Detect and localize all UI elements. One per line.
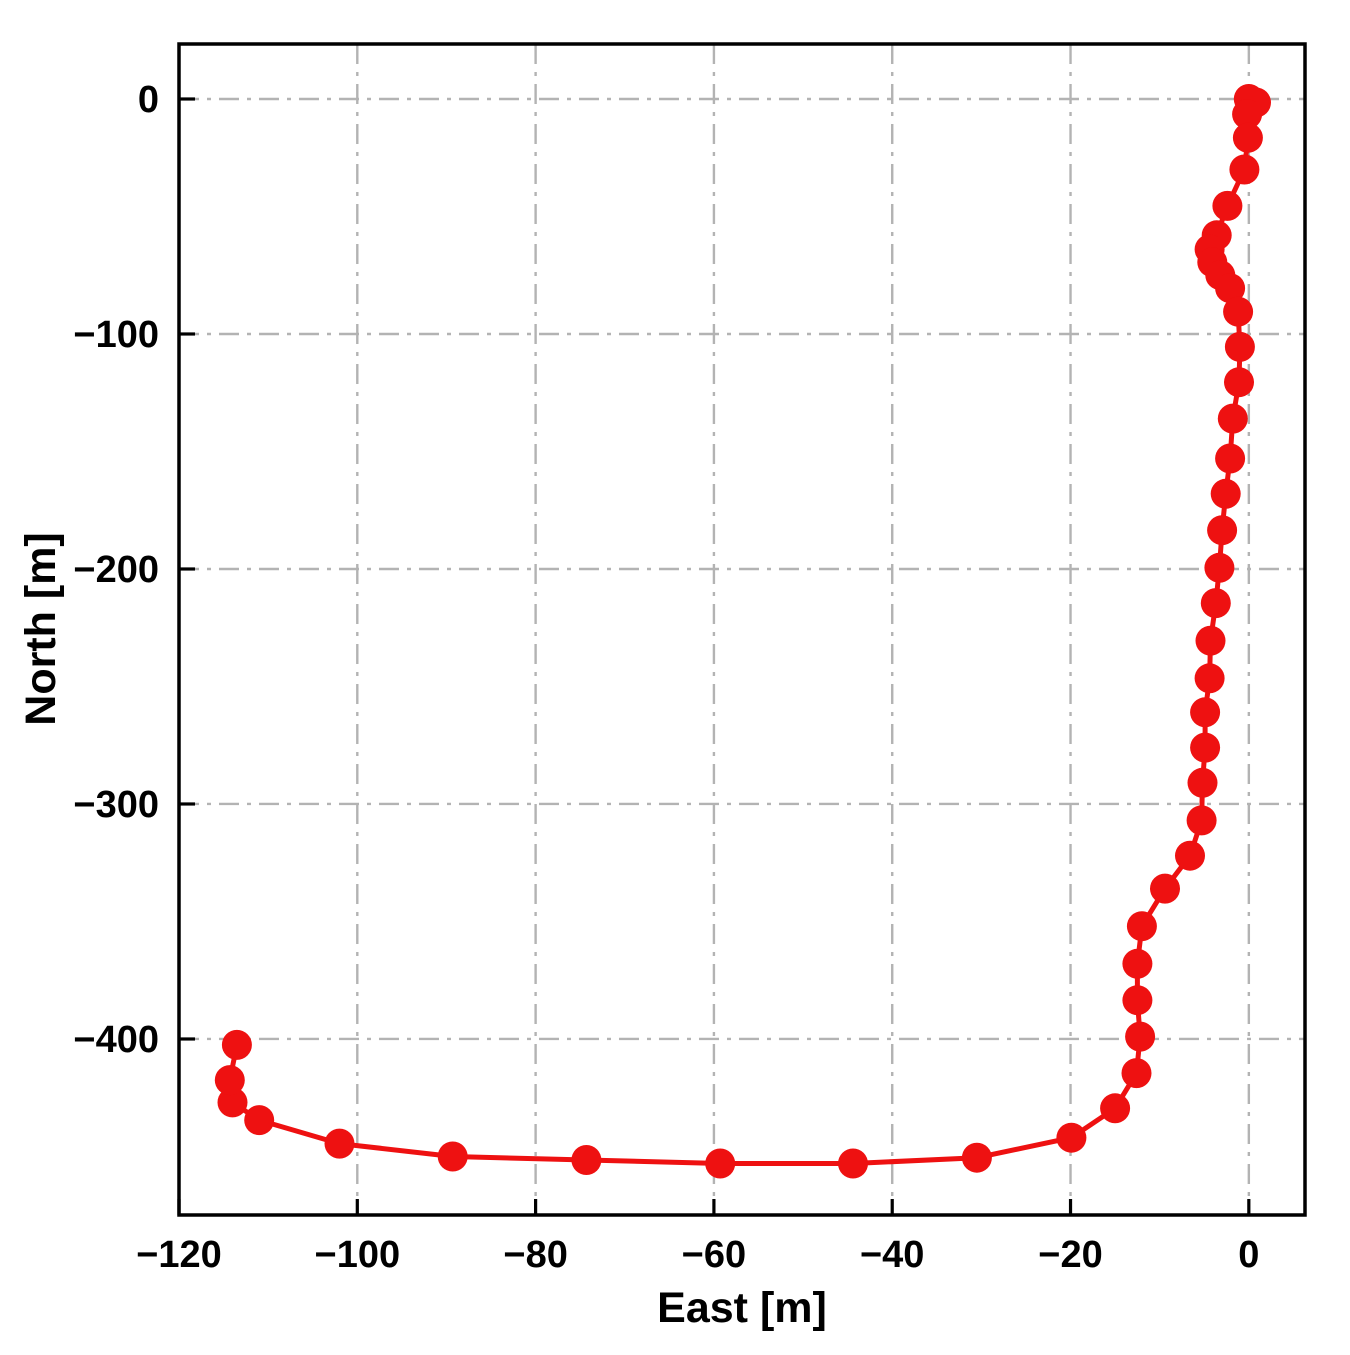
trajectory-point-marker <box>1122 948 1153 979</box>
x-tick-label: −40 <box>860 1234 924 1276</box>
trajectory-point-marker <box>1195 625 1226 656</box>
x-axis-label: East [m] <box>657 1284 827 1332</box>
series-layer <box>214 84 1271 1179</box>
trajectory-point-marker <box>1217 403 1248 434</box>
trajectory-point-marker <box>1232 99 1263 130</box>
trajectory-line <box>227 96 1259 1166</box>
trajectory-point-marker <box>324 1128 355 1159</box>
trajectory-point-marker <box>1186 805 1217 836</box>
trajectory-point-marker <box>1100 1093 1131 1124</box>
trajectory-point-marker <box>1175 840 1205 871</box>
x-tick-label: −80 <box>503 1234 567 1276</box>
trajectory-point-marker <box>1190 697 1221 728</box>
trajectory-point-marker <box>1122 985 1153 1016</box>
tick-labels-layer: −120 −100 −80 −60 −40 −20 00−100−200−300−400 <box>73 79 1259 1276</box>
trajectory-point-marker <box>705 1148 736 1179</box>
trajectory-point-marker <box>1204 552 1235 583</box>
trajectory-point-marker <box>1223 296 1254 327</box>
trajectory-point-marker <box>214 1065 245 1096</box>
axes-frame <box>177 42 1307 1217</box>
trajectory-point-marker <box>1200 588 1231 619</box>
trajectory-point-marker <box>437 1141 468 1172</box>
x-tick-label: −120 <box>136 1234 222 1276</box>
trajectory-point-marker <box>1194 663 1225 694</box>
trajectory-point-marker <box>838 1148 868 1179</box>
y-tick-label: −400 <box>73 1019 159 1061</box>
frame-layer <box>177 42 1307 1217</box>
y-axis-label: North [m] <box>17 532 65 725</box>
y-tick-label: −200 <box>73 549 159 591</box>
trajectory-point-marker <box>1121 1058 1152 1089</box>
trajectory-point-marker <box>1190 732 1221 763</box>
trajectory-point-marker <box>1056 1122 1087 1153</box>
trajectory-point-marker <box>1187 767 1218 798</box>
trajectory-point-marker <box>1229 154 1260 185</box>
trajectory-point-marker <box>217 1087 248 1118</box>
y-tick-label: 0 <box>138 79 159 121</box>
trajectory-point-marker <box>1150 873 1180 904</box>
x-tick-label: −100 <box>315 1234 401 1276</box>
trajectory-point-marker <box>1224 331 1255 362</box>
trajectory-point-marker <box>244 1105 275 1136</box>
trajectory-point-marker <box>1207 515 1238 546</box>
trajectory-point-marker <box>1125 1021 1156 1052</box>
trajectory-point-marker <box>1215 443 1246 474</box>
y-tick-label: −300 <box>73 784 159 826</box>
trajectory-point-marker <box>1215 273 1246 304</box>
trajectory-point-marker <box>1210 478 1241 509</box>
trajectory-point-marker <box>221 1029 252 1060</box>
x-tick-label: 0 <box>1238 1234 1259 1276</box>
grid-layer <box>179 44 1305 1215</box>
trajectory-point-marker <box>1224 367 1254 398</box>
trajectory-point-marker <box>961 1142 992 1173</box>
trajectory-point-marker <box>1126 911 1157 942</box>
trajectory-point-marker <box>571 1145 602 1175</box>
ticks-layer <box>177 97 1251 1215</box>
x-tick-label: −20 <box>1038 1234 1102 1276</box>
y-tick-label: −100 <box>73 314 159 356</box>
trajectory-point-marker <box>1232 122 1263 153</box>
trajectory-point-marker <box>1212 190 1243 221</box>
x-tick-label: −60 <box>682 1234 746 1276</box>
